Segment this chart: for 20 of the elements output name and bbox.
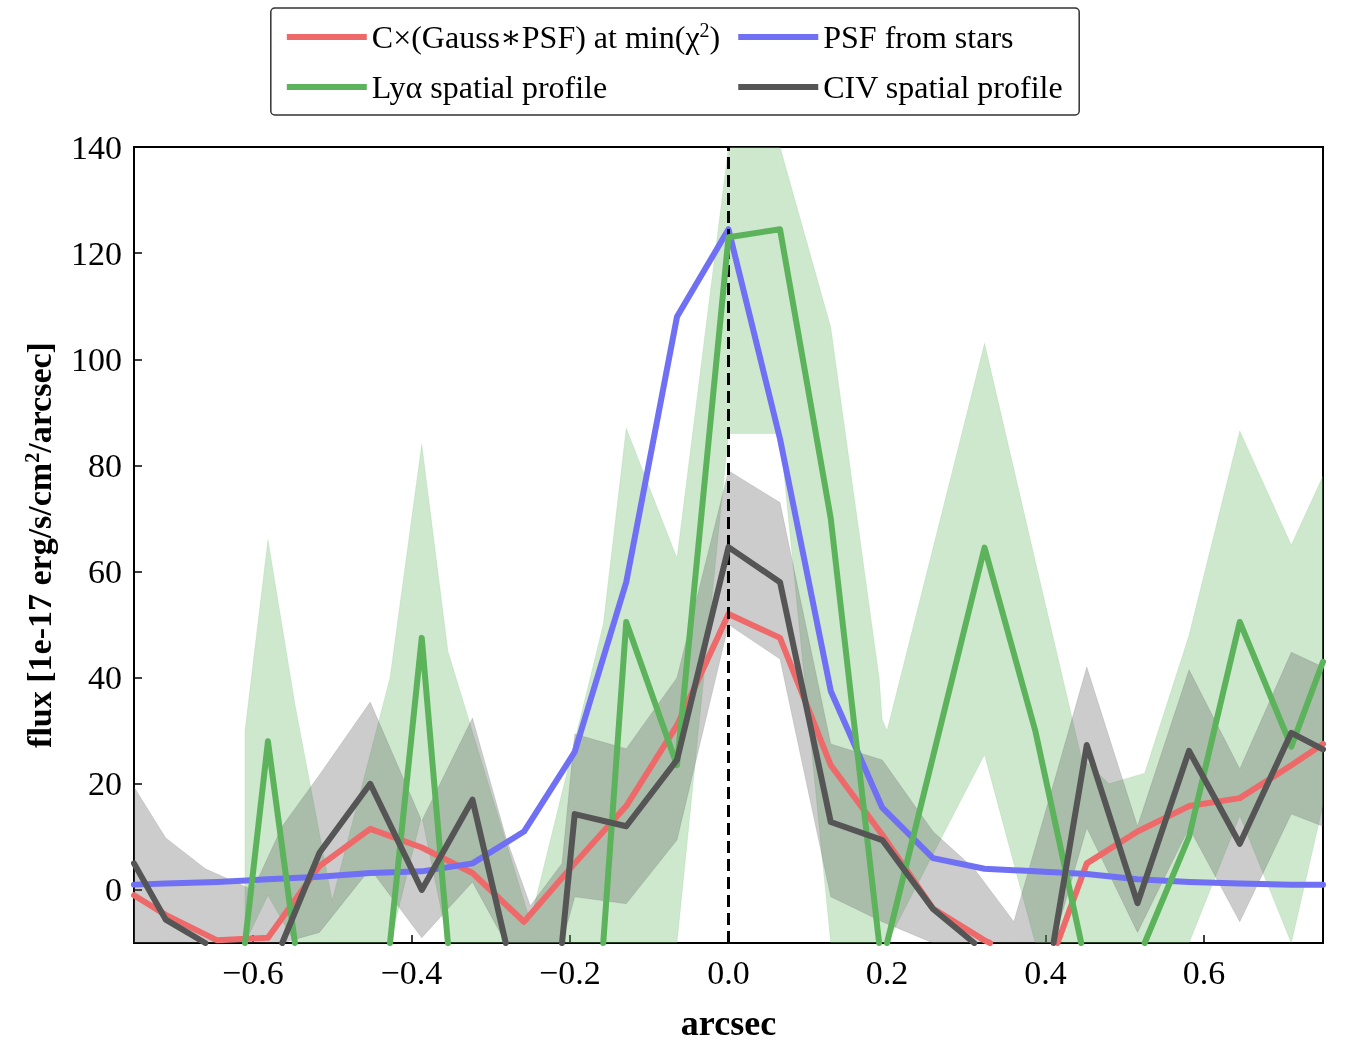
y-tick-label: 0 [105, 871, 122, 909]
y-tick-label: 40 [88, 659, 122, 697]
x-tick-label: 0.6 [1182, 953, 1226, 991]
y-tick-label: 60 [88, 553, 122, 591]
x-tick-label: 0.2 [865, 953, 909, 991]
y-tick-label: 80 [88, 446, 122, 484]
x-axis-title: arcsec [680, 1003, 777, 1043]
y-tick-label: 140 [71, 128, 122, 166]
y-axis-title: flux [1e-17 erg/s/cm2/arcsec] [20, 342, 58, 748]
y-tick-label: 20 [88, 765, 122, 803]
x-tick-label: 0.4 [1024, 953, 1067, 991]
legend-label: PSF from stars [823, 19, 1014, 55]
x-tick-label: −0.4 [380, 953, 443, 991]
legend-label: CIV spatial profile [823, 69, 1063, 105]
legend-label: Lyα spatial profile [371, 69, 608, 105]
x-tick-label: −0.6 [222, 953, 284, 991]
y-tick-label: 120 [71, 234, 122, 272]
x-tick-label: 0.0 [707, 953, 750, 991]
y-tick-label: 100 [71, 340, 122, 378]
x-tick-label: −0.2 [539, 953, 601, 991]
